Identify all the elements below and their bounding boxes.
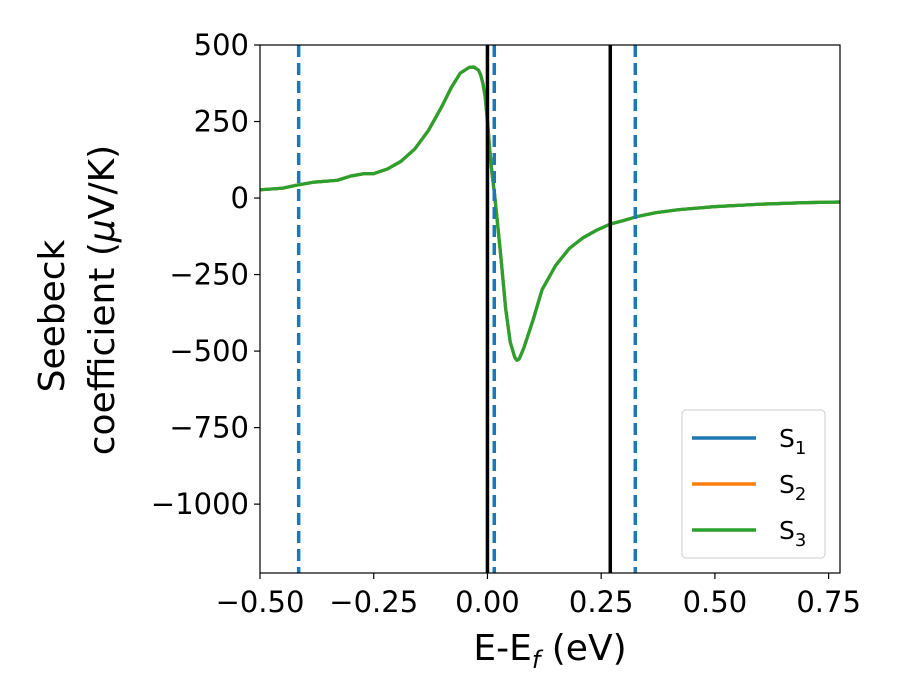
legend-label-3: S3 — [779, 516, 806, 551]
x-axis: −0.50 −0.25 0.00 0.25 0.50 0.75 — [216, 573, 861, 619]
x-tick-label: 0.75 — [796, 585, 861, 619]
legend: S1 S2 S3 — [681, 409, 826, 559]
y-tick-label: 500 — [194, 28, 249, 62]
x-tick-label: 0.25 — [569, 585, 634, 619]
x-tick-label: 0.50 — [683, 585, 748, 619]
y-tick-label: −750 — [169, 411, 249, 445]
plot-frame — [259, 44, 841, 574]
y-tick-label: −500 — [169, 334, 249, 368]
x-axis-label: E-Ef (eV) — [473, 628, 626, 674]
plot-area — [260, 45, 840, 573]
y-tick-label: −1000 — [151, 487, 249, 521]
y-tick-label: −250 — [169, 258, 249, 292]
y-axis-label: Seebeck coefficient (μV/K) — [32, 145, 123, 455]
y-tick-label: 250 — [194, 105, 249, 139]
x-tick-label: 0.00 — [455, 585, 520, 619]
y-axis-label-line2: coefficient (μV/K) — [82, 145, 123, 455]
x-tick-label: −0.25 — [329, 585, 418, 619]
y-tick-label: 0 — [231, 181, 249, 215]
series-line-2 — [260, 65, 840, 362]
legend-label-2: S2 — [779, 470, 806, 505]
legend-label-1: S1 — [779, 424, 806, 459]
y-axis: 500 250 0 −250 −500 −750 −1000 — [151, 28, 260, 521]
y-axis-label-line1: Seebeck — [32, 239, 73, 392]
x-tick-label: −0.50 — [216, 585, 305, 619]
series-line-1 — [260, 65, 840, 362]
series-line-3 — [260, 65, 840, 362]
